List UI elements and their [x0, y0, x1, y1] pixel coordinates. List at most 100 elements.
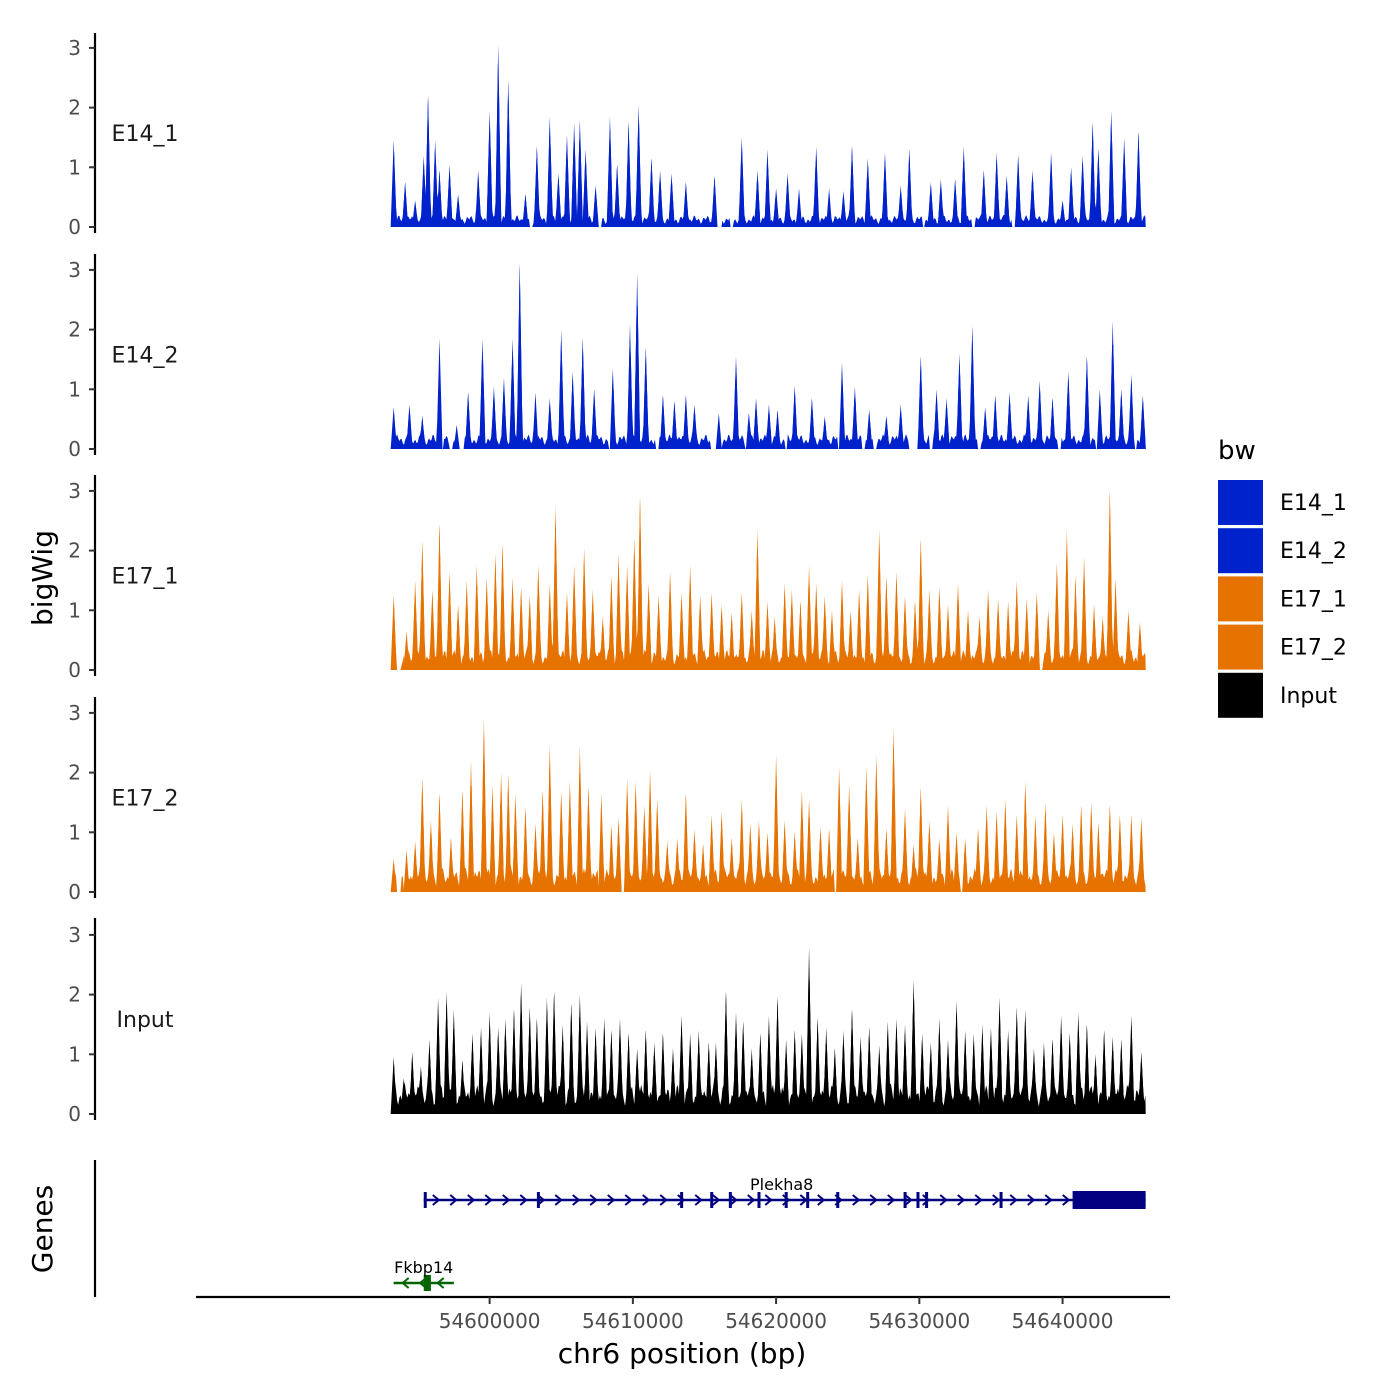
- signal-peak: [902, 808, 909, 892]
- y-tick-label: 0: [68, 880, 81, 904]
- signal-peak: [390, 407, 397, 449]
- signal-peak: [659, 395, 666, 449]
- strand-arrow: [642, 1194, 651, 1206]
- signal-peak: [642, 347, 649, 449]
- signal-peak: [897, 185, 904, 227]
- signal-peak: [791, 1030, 798, 1114]
- signal-peak: [495, 1027, 502, 1114]
- signal-peak: [490, 386, 497, 449]
- signal-peak: [499, 544, 506, 670]
- signal-peak: [678, 592, 685, 670]
- signal-peak: [526, 595, 533, 670]
- signal-peak: [798, 1033, 805, 1114]
- signal-peak: [419, 541, 426, 670]
- signal-peak: [647, 769, 654, 892]
- signal-peak: [668, 173, 675, 227]
- signal-peak: [569, 371, 576, 449]
- signal-peak: [764, 832, 771, 892]
- x-axis: 54600000 54610000 54620000 54630000 54640000: [196, 1295, 1170, 1333]
- signal-peak: [598, 793, 605, 892]
- signal-peak: [806, 565, 813, 670]
- signal-peak: [1075, 1012, 1082, 1114]
- signal-peak: [409, 1051, 416, 1114]
- signal-peak: [975, 829, 982, 892]
- signal-peak: [1005, 1030, 1012, 1114]
- signal-peak: [403, 631, 410, 670]
- signal-peak: [884, 1021, 891, 1114]
- signal-peak: [906, 149, 913, 227]
- signal-peak: [1069, 823, 1076, 892]
- signal-peak: [798, 790, 805, 892]
- signal-peak: [747, 823, 754, 892]
- track-label: E14_1: [112, 122, 179, 147]
- signal-peak: [962, 838, 969, 892]
- signal-peak: [831, 1048, 838, 1114]
- signal-peak: [455, 604, 462, 670]
- track-E14_1: 0 1 2 3 E14_1: [68, 33, 1146, 239]
- strand-arrow: [502, 1194, 511, 1206]
- exon: [925, 1192, 929, 1208]
- signal-peak: [505, 80, 512, 227]
- signal-peak: [1048, 152, 1055, 227]
- signal-peak: [1083, 356, 1090, 449]
- legend-label: Input: [1280, 684, 1337, 709]
- signal-peak: [1095, 823, 1102, 892]
- signal-peak: [936, 586, 943, 670]
- exon: [836, 1192, 840, 1208]
- signal-peak: [651, 1042, 658, 1114]
- signal-peak: [563, 592, 570, 670]
- signal-peak: [659, 1033, 666, 1114]
- track-label: E14_2: [112, 344, 179, 369]
- signal-peak: [533, 1018, 540, 1114]
- signal-peak: [993, 811, 1000, 892]
- signal-peak: [419, 778, 426, 892]
- signal-peak: [715, 413, 722, 449]
- signal-peak: [465, 392, 472, 449]
- signal-peak: [576, 745, 583, 892]
- signal-peak: [1091, 604, 1098, 670]
- strand-arrow: [607, 1194, 616, 1206]
- signal-peak: [1013, 580, 1020, 670]
- legend-swatch: [1218, 480, 1263, 525]
- strand-arrow: [764, 1194, 773, 1206]
- signal-peak: [1116, 814, 1123, 892]
- signal-peak: [1079, 155, 1086, 227]
- signal-peak: [838, 362, 845, 449]
- signal-peak: [1128, 814, 1135, 892]
- signal-peak: [912, 601, 919, 670]
- signal-peak: [436, 170, 443, 227]
- signal-peak: [678, 1015, 685, 1114]
- signal-peak: [667, 571, 674, 670]
- signal-peak: [765, 1015, 772, 1114]
- signal-peak: [436, 338, 443, 449]
- signal-peak: [791, 386, 798, 449]
- signal-peak: [1072, 577, 1079, 670]
- signal-peak: [546, 116, 553, 227]
- legend-label: E17_1: [1280, 587, 1347, 612]
- signal-peak: [955, 583, 962, 670]
- signal-peak: [532, 823, 539, 892]
- signal-peak: [1059, 814, 1066, 892]
- signal-peak: [691, 404, 698, 449]
- signal-peak: [425, 95, 432, 227]
- signal-peak: [838, 580, 845, 670]
- signal-peak: [718, 604, 725, 670]
- signal-peak: [419, 416, 426, 449]
- exon: [536, 1192, 540, 1208]
- signal-peak: [616, 1018, 623, 1114]
- signal-peak: [1033, 592, 1040, 670]
- signal-peak: [705, 1042, 712, 1114]
- signal-peak: [754, 170, 761, 227]
- signal-peak: [936, 838, 943, 892]
- signal-peak: [469, 1033, 476, 1114]
- signal-peak: [1125, 610, 1132, 670]
- signal-peak: [566, 781, 573, 892]
- track-label: E17_1: [112, 565, 179, 590]
- signal-peak: [402, 182, 409, 227]
- exon: [806, 1192, 810, 1208]
- signal-peak: [773, 754, 780, 892]
- signal-peak: [927, 1042, 934, 1114]
- signal-peak: [412, 200, 419, 227]
- signal-peak: [849, 1009, 856, 1114]
